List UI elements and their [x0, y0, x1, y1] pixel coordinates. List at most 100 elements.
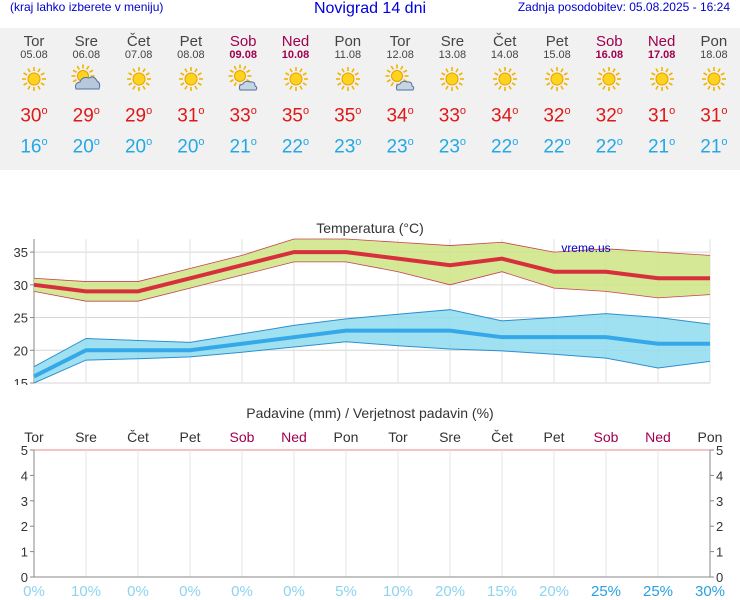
sun-few-clouds-icon — [385, 64, 415, 91]
day-date: 05.08 — [20, 49, 48, 61]
precip-day-label: Pet — [543, 429, 564, 445]
sun-icon — [126, 67, 151, 91]
day-column: Sre 06.08 29o 20o — [60, 28, 112, 159]
day-name: Pon — [334, 33, 362, 50]
precip-day-label: Čet — [127, 429, 149, 445]
min-temperature: 22o — [595, 136, 623, 158]
max-temp-line — [33, 250, 710, 294]
precip-probability: 10% — [71, 583, 101, 600]
day-date: 16.08 — [595, 49, 624, 61]
min-temperature: 20o — [72, 136, 100, 158]
max-temperature: 35o — [334, 105, 362, 127]
min-temperature: 16o — [20, 136, 48, 158]
day-column: Čet 07.08 29o 20o — [113, 28, 165, 159]
y-tick-label-left: 3 — [21, 494, 28, 509]
max-temperature: 32o — [543, 105, 571, 127]
y-tick-label: 25 — [14, 311, 28, 326]
max-temperature: 33o — [438, 105, 467, 127]
sun-icon — [649, 67, 674, 91]
day-name: Tor — [23, 33, 45, 50]
day-date: 12.08 — [386, 49, 414, 61]
day-name: Tor — [389, 33, 411, 50]
day-name: Sob — [229, 33, 257, 50]
day-date: 10.08 — [281, 49, 310, 61]
precip-day-label: Ned — [645, 429, 671, 445]
day-name: Čet — [126, 33, 151, 50]
sun-icon — [178, 67, 203, 91]
max-temperature: 31o — [700, 105, 728, 127]
precip-day-label: Sre — [439, 429, 461, 445]
day-column: Čet 14.08 34o 22o — [479, 28, 531, 159]
min-temp-band — [34, 309, 710, 383]
sun-icon — [335, 67, 360, 91]
min-temperature: 21o — [700, 136, 728, 158]
max-band-upper — [33, 238, 711, 282]
y-tick-label-left: 1 — [21, 545, 28, 560]
watermark: vreme.us — [561, 241, 610, 255]
day-date: 15.08 — [543, 49, 571, 61]
sun-icon — [440, 67, 465, 91]
day-column: Pon 18.08 31o 21o — [688, 28, 740, 159]
max-temperature: 31o — [647, 105, 676, 127]
partly-cloudy-icon — [71, 64, 101, 90]
day-date: 07.08 — [124, 49, 153, 61]
y-tick-label: 15 — [14, 376, 28, 385]
min-temperature: 20o — [124, 136, 153, 158]
day-column: Ned 17.08 31o 21o — [636, 28, 688, 159]
sun-few-clouds-icon — [228, 64, 258, 91]
max-temperature: 29o — [72, 105, 100, 127]
y-tick-label: 20 — [14, 343, 28, 358]
precip-probability: 20% — [539, 583, 569, 600]
day-name: Sob — [595, 33, 623, 50]
day-date: 08.08 — [177, 49, 205, 61]
precip-probability: 20% — [435, 583, 465, 600]
day-name: Čet — [493, 33, 517, 50]
day-name: Ned — [647, 33, 676, 50]
sun-icon — [22, 67, 46, 91]
y-tick-label-right: 3 — [716, 494, 723, 509]
day-column: Sre 13.08 33o 23o — [426, 28, 478, 159]
min-temperature: 23o — [438, 136, 467, 158]
max-temperature: 34o — [386, 105, 414, 127]
precip-day-label: Pon — [698, 429, 723, 445]
y-tick-label-left: 5 — [21, 443, 28, 458]
max-temperature: 33o — [229, 105, 257, 127]
precip-probability: 15% — [487, 583, 517, 600]
precip-day-label: Pet — [179, 429, 200, 445]
precip-probability: 25% — [643, 583, 673, 600]
region-hint: (kraj lahko izberete v meniju) — [10, 0, 164, 14]
precip-day-label: Tor — [24, 429, 44, 445]
day-date: 17.08 — [647, 49, 676, 61]
max-temperature: 35o — [281, 105, 310, 127]
max-temp-band — [34, 239, 710, 302]
y-tick-label: 30 — [14, 278, 28, 293]
sun-icon — [701, 67, 726, 91]
precip-day-label: Ned — [281, 429, 307, 445]
day-name: Sre — [440, 33, 465, 50]
day-date: 13.08 — [438, 49, 467, 61]
y-tick-label-left: 0 — [21, 570, 28, 585]
precip-probability: 5% — [335, 583, 357, 600]
day-date: 11.08 — [334, 49, 362, 61]
min-temperature: 22o — [491, 136, 519, 158]
sun-icon — [283, 67, 308, 91]
sun-icon — [492, 67, 517, 91]
min-temperature: 22o — [281, 136, 310, 158]
temperature-chart: Temperatura (°C) 15 20 25 30 35 vreme.us — [14, 220, 711, 385]
precip-day-label: Pon — [334, 429, 359, 445]
day-date: 09.08 — [229, 49, 257, 61]
precip-day-label: Tor — [388, 429, 408, 445]
daily-forecast: Tor 05.08 30o 16o Sre 06.08 29o 20o Čet 07.08 29o 2… — [0, 28, 740, 170]
precip-probability: 25% — [591, 583, 621, 600]
day-name: Pet — [545, 33, 569, 50]
min-temperature: 21o — [647, 136, 676, 158]
precip-probability: 0% — [23, 583, 45, 600]
day-column: Tor 05.08 30o 16o — [8, 28, 60, 159]
min-temperature: 20o — [177, 136, 205, 158]
min-temperature: 21o — [229, 136, 257, 158]
precip-probability: 30% — [695, 583, 725, 600]
day-name: Sre — [74, 33, 98, 50]
y-tick-label-right: 0 — [716, 570, 723, 585]
precip-probability: 0% — [231, 583, 253, 600]
min-band-lower — [33, 341, 711, 384]
